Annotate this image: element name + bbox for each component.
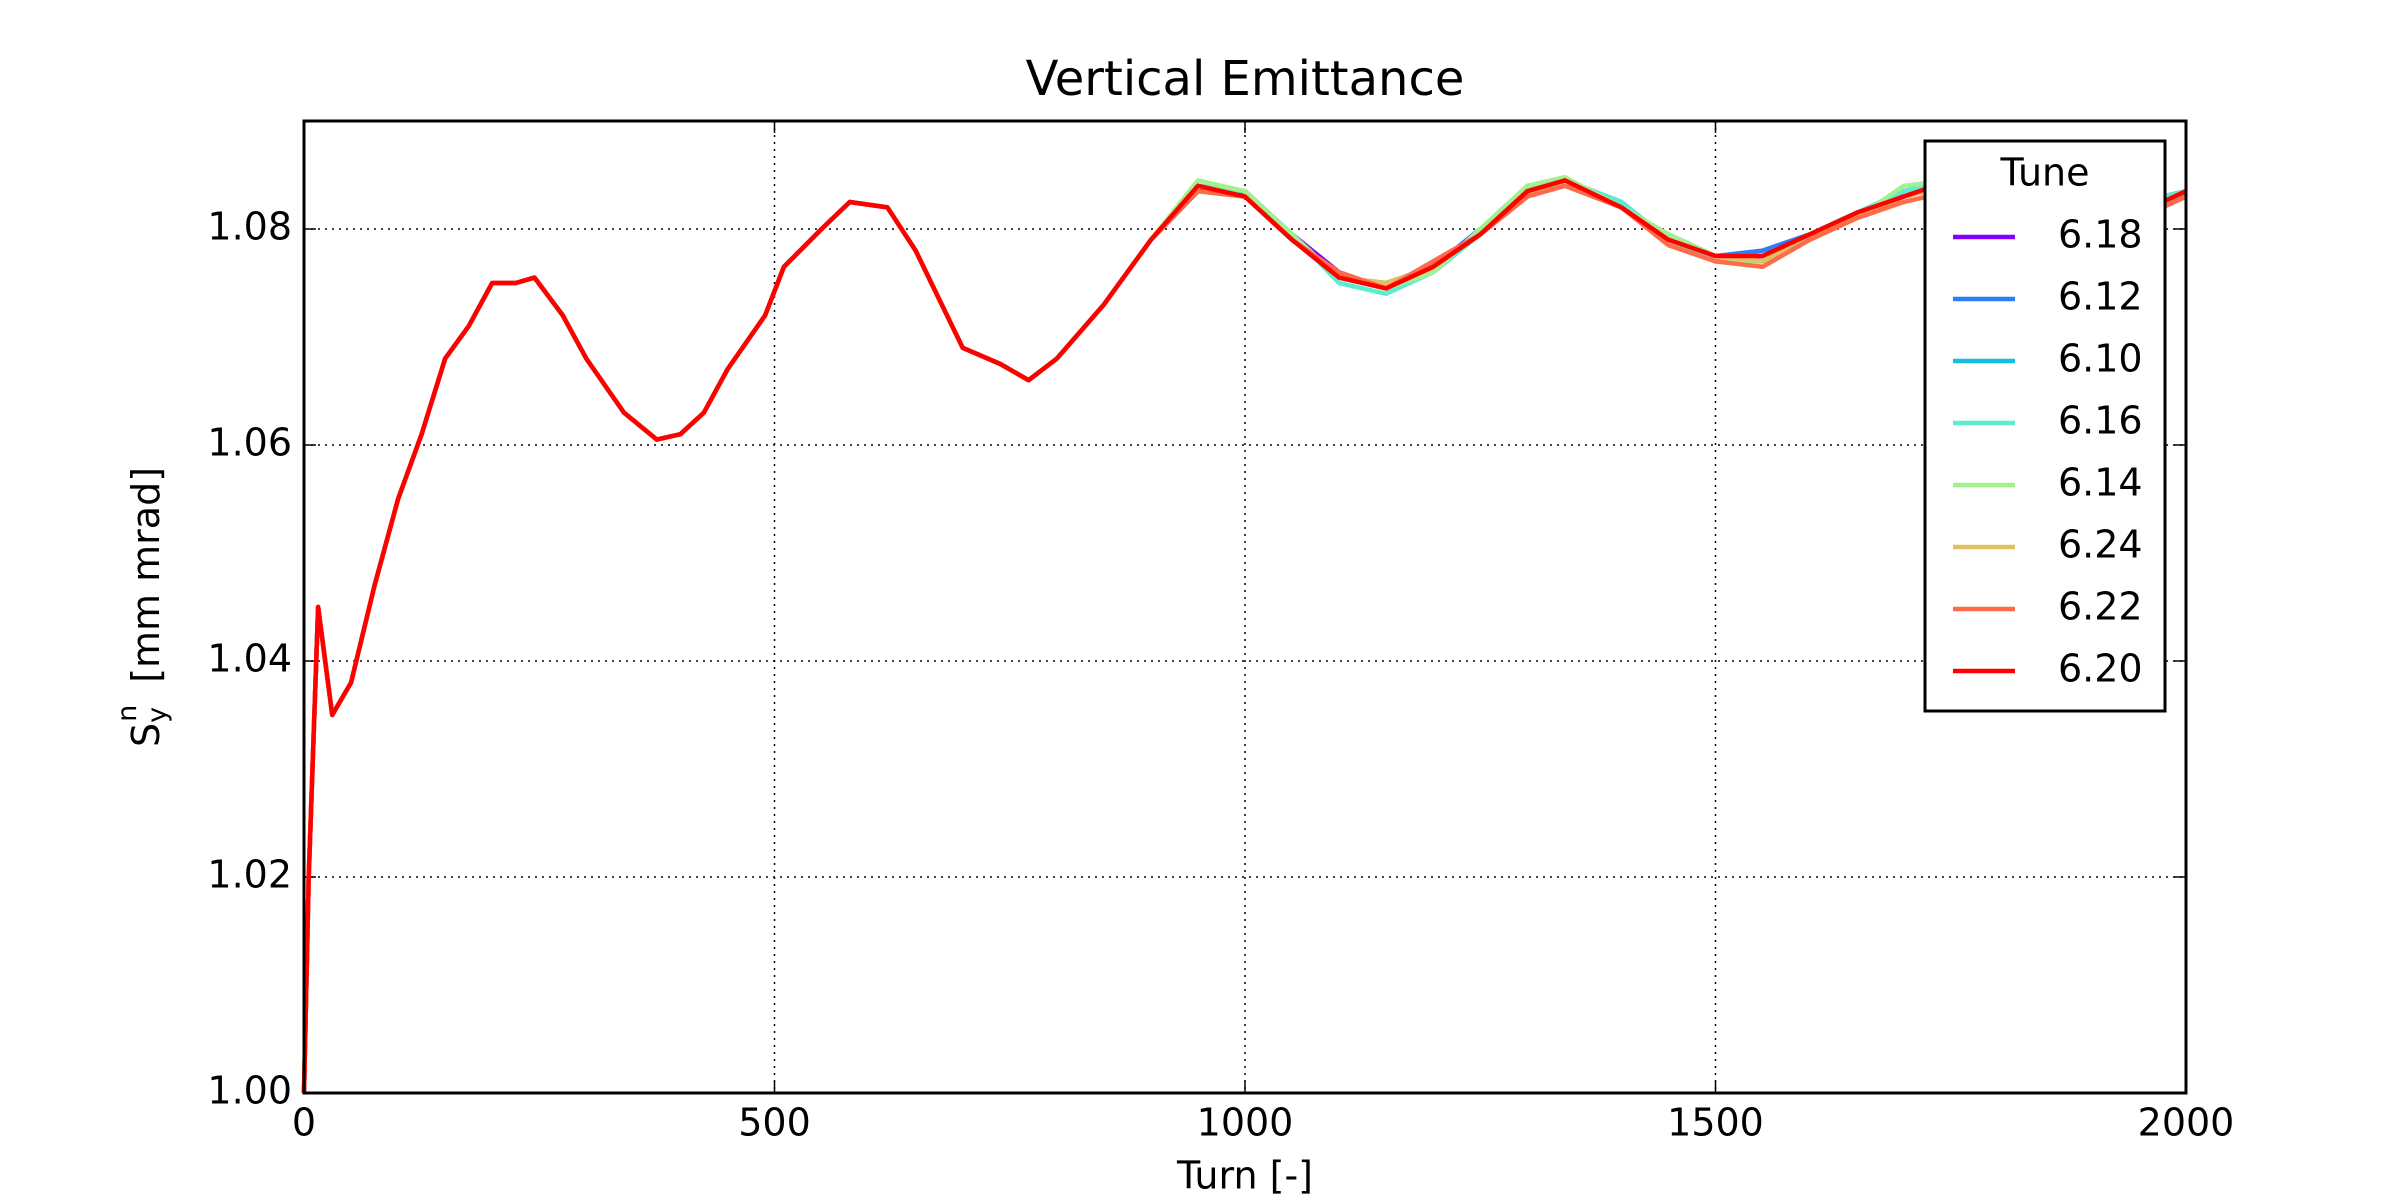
plot-frame [302, 119, 2188, 1095]
legend-label: 6.20 [2058, 647, 2143, 691]
y-label-unit: [mm mrad] [124, 467, 168, 683]
y-label-base: S [124, 723, 168, 747]
legend-label: 6.14 [2058, 461, 2143, 505]
x-tick-label: 1000 [1197, 1101, 1294, 1145]
y-label-sup: n [112, 705, 143, 722]
x-tick-label: 500 [738, 1101, 811, 1145]
y-tick-label: 1.06 [207, 421, 292, 465]
chart-title: Vertical Emittance [1026, 51, 1465, 107]
legend-label: 6.24 [2058, 523, 2143, 567]
y-tick-label: 1.04 [207, 637, 292, 681]
legend-label: 6.12 [2058, 275, 2143, 319]
y-tick-label: 1.00 [207, 1069, 292, 1113]
legend-label: 6.22 [2058, 585, 2143, 629]
x-tick-label: 0 [292, 1101, 316, 1145]
y-tick-label: 1.08 [207, 205, 292, 249]
x-tick-label: 2000 [2138, 1101, 2235, 1145]
y-label-sub: y [142, 707, 173, 723]
x-tick-label: 1500 [1667, 1101, 1764, 1145]
legend-label: 6.16 [2058, 399, 2143, 443]
y-axis-label: Syn [mm mrad] [112, 467, 173, 747]
legend-title: Tune [2000, 151, 2090, 195]
legend-label: 6.18 [2058, 213, 2143, 257]
data-line [301, 172, 2187, 1094]
y-tick-label: 1.02 [207, 853, 292, 897]
x-axis-label: Turn [-] [1176, 1154, 1313, 1198]
legend-label: 6.10 [2058, 337, 2143, 381]
